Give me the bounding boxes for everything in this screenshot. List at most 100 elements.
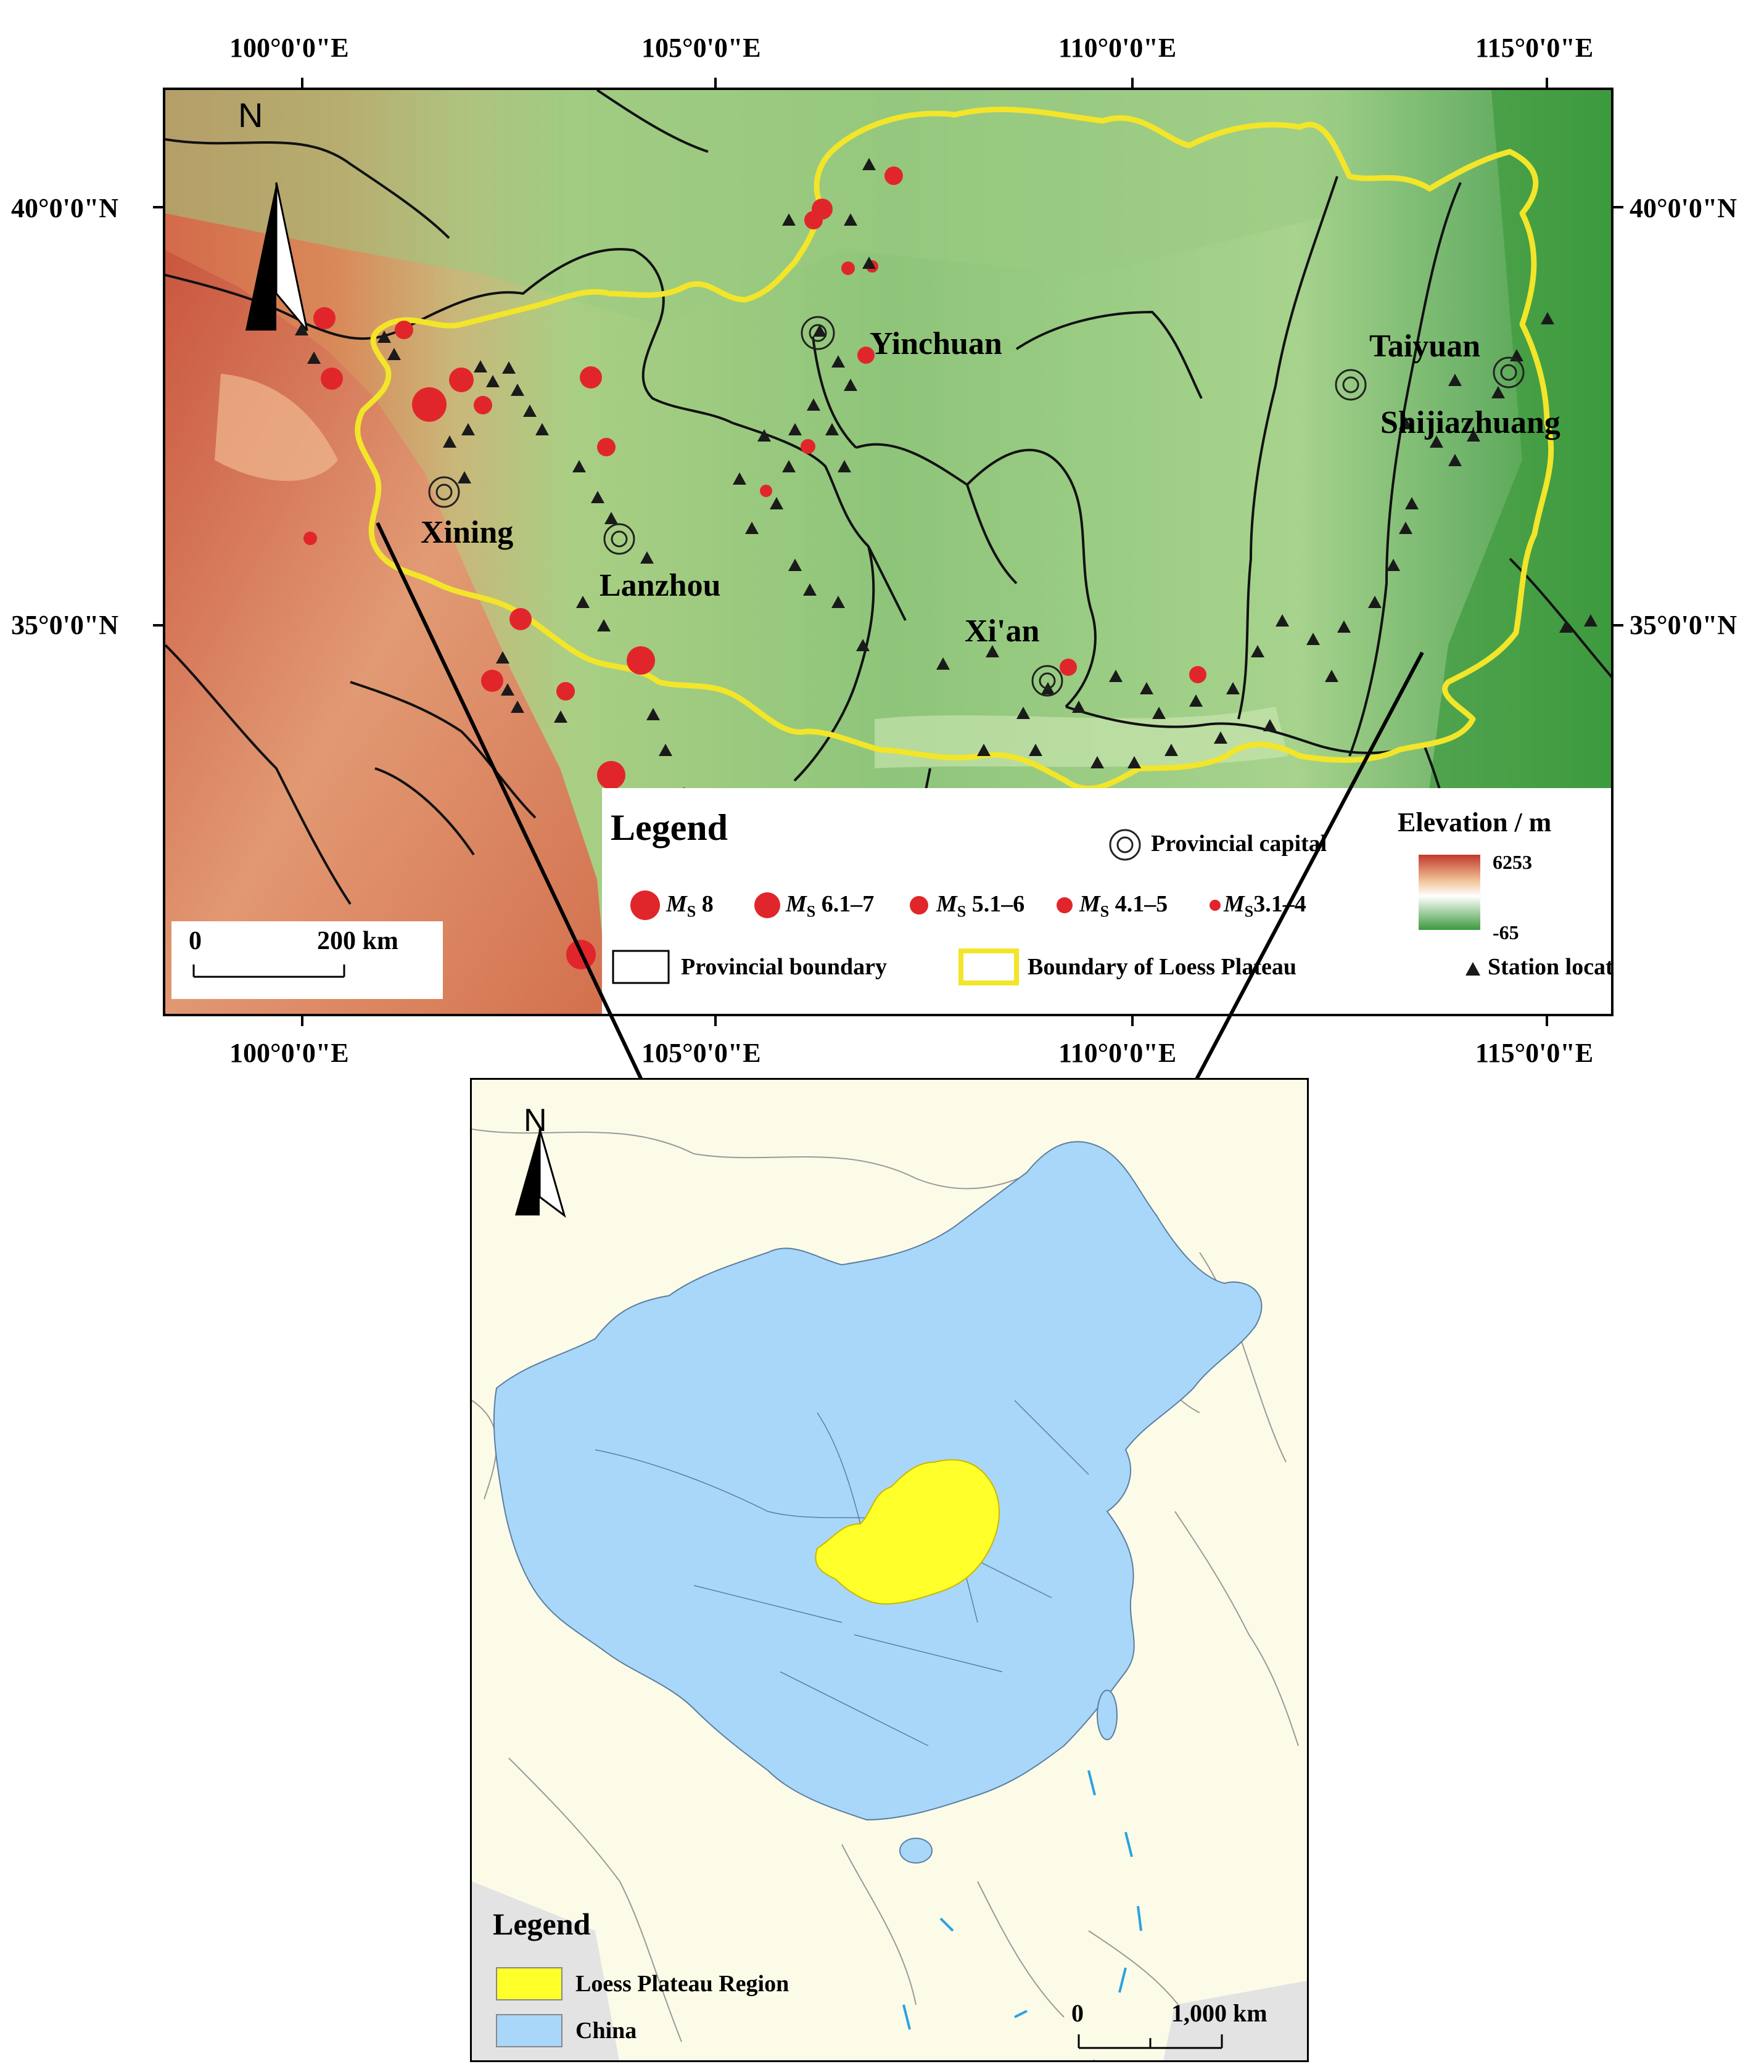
city-label: Xining bbox=[421, 515, 514, 550]
station-triangle bbox=[1214, 731, 1227, 744]
station-triangle bbox=[307, 352, 321, 364]
station-triangle bbox=[825, 423, 839, 435]
north-arrow-icon bbox=[245, 182, 308, 331]
station-triangle bbox=[1276, 614, 1289, 627]
station-triangle bbox=[640, 551, 654, 564]
station-triangle bbox=[1189, 694, 1203, 707]
earthquake-dot bbox=[841, 261, 855, 275]
station-triangle bbox=[1152, 707, 1166, 719]
inset-scale-end: 1,000 km bbox=[1171, 1999, 1267, 2027]
elevation-map: N bbox=[163, 88, 1614, 1016]
station-triangle bbox=[511, 384, 524, 396]
scale-line bbox=[192, 964, 345, 978]
legend-elevation-max: 6253 bbox=[1493, 851, 1532, 873]
station-triangle bbox=[486, 375, 500, 387]
station-triangle bbox=[1337, 620, 1351, 633]
station-triangle bbox=[387, 348, 401, 360]
station-triangle bbox=[523, 405, 537, 417]
station-triangle bbox=[1325, 670, 1338, 682]
legend-mag-3-4: MS3.1–4 bbox=[1224, 891, 1306, 921]
earthquake-legend-dots bbox=[630, 890, 1221, 920]
lon-label-bottom: 110°0'0"E bbox=[1058, 1038, 1177, 1068]
capital-icon bbox=[1109, 829, 1141, 861]
inset-scale-start: 0 bbox=[1071, 1999, 1084, 2027]
station-triangle bbox=[844, 379, 857, 391]
station-triangle bbox=[831, 355, 845, 368]
china-shape bbox=[493, 1141, 1263, 1821]
station-triangle bbox=[770, 497, 783, 509]
station-triangle bbox=[597, 619, 611, 631]
graticule-ticks bbox=[153, 78, 1623, 1026]
earthquake-dot bbox=[509, 608, 532, 630]
lon-label-bottom: 115°0'0"E bbox=[1475, 1038, 1594, 1068]
loess-swatch bbox=[496, 1967, 563, 2000]
earthquake-dot bbox=[884, 166, 903, 185]
station-triangle bbox=[1387, 559, 1400, 571]
earthquake-dot bbox=[597, 438, 616, 456]
legend-station-location: Station location bbox=[1488, 954, 1614, 980]
legend-elevation-min: -65 bbox=[1493, 921, 1519, 944]
station-triangle bbox=[511, 701, 524, 713]
legend-symbols bbox=[612, 829, 1480, 985]
station-triangle bbox=[659, 744, 672, 756]
inset-legend-title: Legend bbox=[493, 1907, 591, 1941]
inset-legend-china: China bbox=[575, 2018, 637, 2044]
lon-label-top: 100°0'0"E bbox=[229, 33, 349, 63]
provincial-boundary-swatch bbox=[612, 950, 670, 984]
earthquake-dot bbox=[321, 368, 343, 390]
station-triangle bbox=[757, 429, 771, 442]
station-triangle bbox=[591, 491, 604, 503]
station-triangle bbox=[1448, 374, 1462, 386]
capital-icon bbox=[1493, 356, 1525, 388]
station-triangle bbox=[1263, 719, 1277, 731]
earthquake-dot bbox=[313, 307, 336, 329]
station-triangle bbox=[977, 744, 991, 756]
station-triangle bbox=[862, 257, 876, 269]
inset-scale-line bbox=[1078, 2034, 1223, 2049]
station-triangle bbox=[1559, 620, 1573, 633]
lon-label-top: 115°0'0"E bbox=[1475, 33, 1594, 63]
capital-icon bbox=[1335, 369, 1367, 401]
station-triangle bbox=[782, 460, 796, 472]
station-triangle bbox=[1467, 429, 1480, 442]
elevation-ramp bbox=[1419, 855, 1480, 930]
station-triangle bbox=[572, 460, 586, 472]
station-triangle bbox=[1368, 596, 1382, 608]
station-triangle bbox=[502, 361, 516, 374]
earthquake-dot bbox=[627, 646, 655, 675]
station-triangle bbox=[1109, 670, 1123, 682]
lon-label-bottom: 100°0'0"E bbox=[229, 1038, 349, 1068]
earthquake-dot bbox=[801, 439, 815, 454]
earthquake-dot bbox=[556, 682, 575, 701]
capital-icon bbox=[428, 476, 460, 508]
station-triangle bbox=[1029, 744, 1042, 756]
station-triangle bbox=[1090, 756, 1104, 768]
station-triangle bbox=[733, 472, 746, 485]
loess-plateau-region bbox=[815, 1459, 1000, 1605]
station-triangle bbox=[745, 522, 759, 534]
station-triangle bbox=[831, 596, 845, 608]
legend-mag-5-6: MS 5.1–6 bbox=[936, 891, 1025, 921]
loess-plateau-boundary bbox=[355, 106, 1554, 792]
station-triangle bbox=[443, 435, 456, 448]
legend-mag-4-5: MS 4.1–5 bbox=[1079, 891, 1168, 921]
station-triangle bbox=[1405, 497, 1419, 509]
station-triangle bbox=[1140, 682, 1153, 694]
earthquake-dot bbox=[303, 532, 317, 545]
earthquake-dot bbox=[597, 761, 625, 789]
earthquake-dot bbox=[857, 347, 875, 364]
station-triangle bbox=[862, 158, 876, 170]
earthquake-dot bbox=[481, 670, 503, 692]
inset-map: N Legend Loess Plateau Region China 0 1,… bbox=[470, 1078, 1309, 2062]
station-triangle bbox=[803, 583, 817, 596]
capital-icon bbox=[603, 523, 635, 555]
station-triangle bbox=[936, 657, 950, 670]
earthquake-dot bbox=[580, 366, 602, 388]
earthquake-dot bbox=[1060, 659, 1077, 676]
legend-mag-8: MS 8 bbox=[666, 891, 714, 921]
china-swatch bbox=[496, 2014, 563, 2047]
station-triangle bbox=[458, 471, 471, 483]
station-triangle bbox=[377, 331, 391, 343]
lat-label-right: 40°0'0"N bbox=[1630, 193, 1737, 223]
earthquake-dot bbox=[412, 387, 447, 422]
